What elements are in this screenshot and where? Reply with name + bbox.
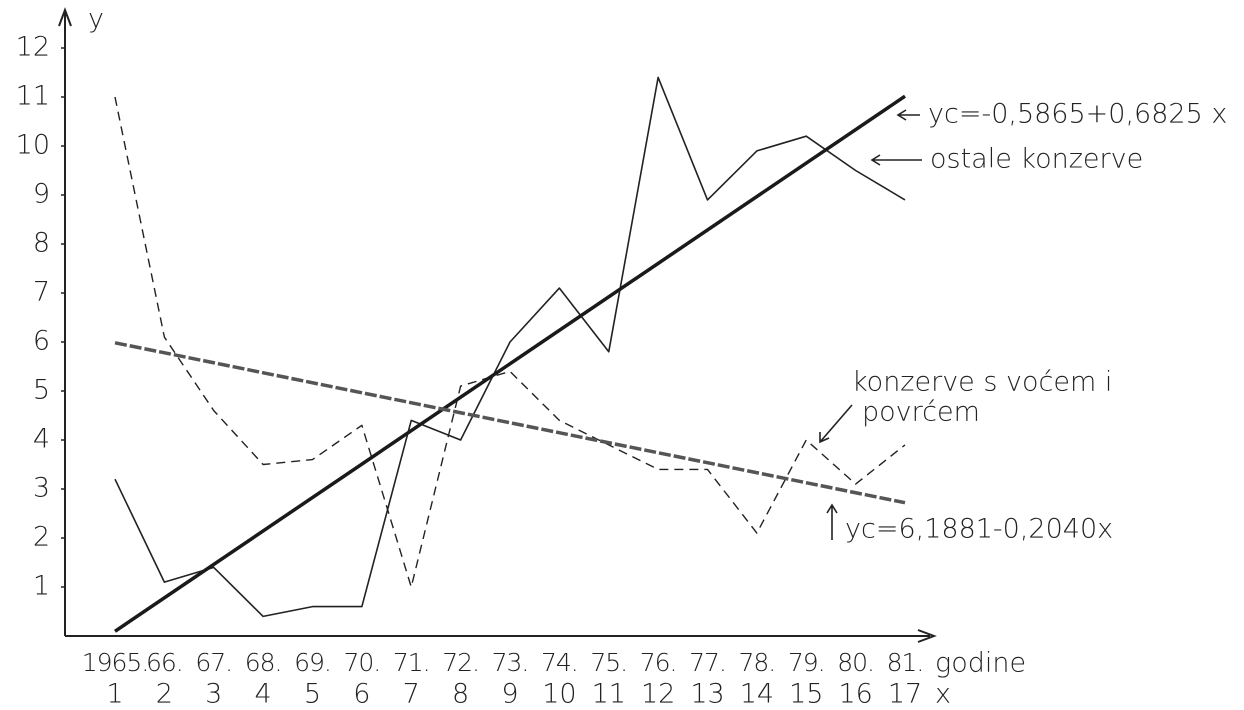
x-tick-label: 80.	[837, 648, 874, 677]
x-tick-label: 81.	[887, 648, 924, 677]
x-tick-label: 67.	[195, 648, 232, 677]
series-line	[114, 341, 906, 505]
x-tick-label: 78.	[738, 648, 775, 677]
x-tick-label: 77.	[689, 648, 726, 677]
x-tick-label: 12	[641, 679, 675, 710]
series-line	[114, 94, 906, 633]
series-label: yc=-0,5865+0,6825 x	[928, 99, 1227, 130]
y-tick-label: 3	[33, 473, 50, 504]
series-label: konzerve s voćem i	[852, 367, 1112, 398]
x-tick-label: 73.	[492, 648, 529, 677]
y-tick-label: 12	[16, 32, 50, 63]
x-tick-label: 74.	[541, 648, 578, 677]
y-arrow	[58, 7, 72, 27]
x-tick-label: 4	[255, 679, 272, 710]
y-tick-label: 10	[16, 130, 50, 161]
y-tick-label: 11	[16, 81, 50, 112]
series-label: ostale konzerve	[930, 144, 1143, 175]
x-tick-label: 71.	[393, 648, 430, 677]
x-tick-label: 79.	[788, 648, 825, 677]
arrow	[896, 109, 920, 121]
series-label: yc=6,1881-0,2040x	[845, 514, 1113, 545]
x-tick-label: 14	[740, 679, 774, 710]
x-tick-label: 72.	[442, 648, 479, 677]
x-tick-label: 9	[501, 679, 518, 710]
x-tick-label: 66.	[146, 648, 183, 677]
x-tick-label: 7	[403, 679, 420, 710]
x-axis-label: x	[935, 679, 951, 710]
x-tick-label: 2	[156, 679, 173, 710]
x-tick-label: 68.	[245, 648, 282, 677]
series-line	[114, 76, 906, 618]
y-tick-label: 8	[33, 228, 50, 259]
arrow	[819, 404, 853, 444]
annotation-arrows	[819, 109, 922, 540]
x-tick-label: 17	[888, 679, 922, 710]
x-tick-label: 8	[452, 679, 469, 710]
x-tick-label: 76.	[640, 648, 677, 677]
x-arrow	[917, 629, 937, 643]
y-tick-label: 6	[33, 326, 50, 357]
x-tick-label: 10	[542, 679, 576, 710]
y-tick-label: 4	[33, 424, 50, 455]
x-tick-label: 1965.	[82, 648, 149, 677]
x-tick-label: 16	[838, 679, 872, 710]
x-tick-label: 11	[592, 679, 626, 710]
x-axis-label: godine	[935, 648, 1026, 679]
y-tick-label: 7	[33, 277, 50, 308]
y-tick-label: 5	[33, 375, 50, 406]
x-tick-label: 69.	[294, 648, 331, 677]
x-tick-label: 15	[789, 679, 823, 710]
x-tick-label: 1	[106, 679, 123, 710]
arrow	[870, 154, 922, 166]
x-tick-label: 13	[690, 679, 724, 710]
y-tick-label: 9	[33, 179, 50, 210]
y-axis-label: y	[88, 4, 104, 35]
arrow	[826, 503, 838, 540]
x-tick-label: 75.	[590, 648, 627, 677]
series-line	[114, 96, 906, 588]
y-tick-label: 1	[33, 571, 50, 602]
x-tick-label: 3	[205, 679, 222, 710]
x-tick-label: 5	[304, 679, 321, 710]
series-label: povrćem	[862, 397, 980, 428]
x-tick-label: 70.	[343, 648, 380, 677]
y-tick-label: 2	[33, 522, 50, 553]
axes	[58, 7, 937, 643]
x-tick-label: 6	[353, 679, 370, 710]
